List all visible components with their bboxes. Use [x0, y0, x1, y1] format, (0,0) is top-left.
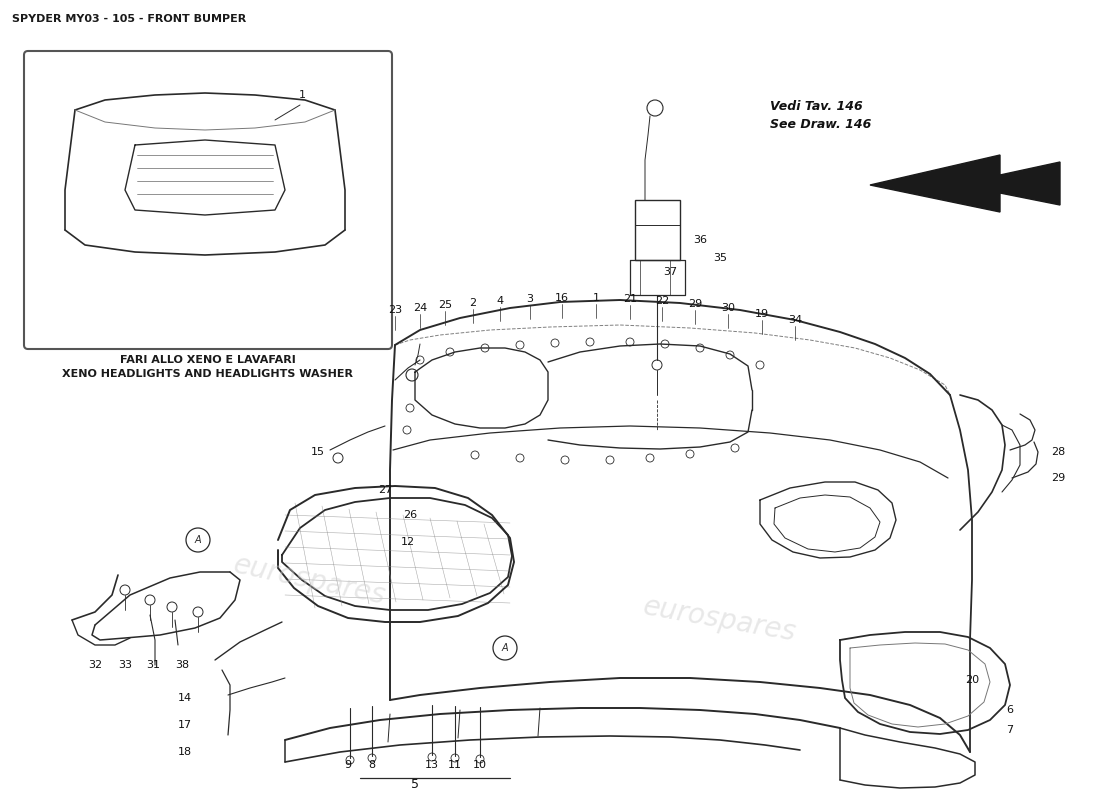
Text: 11: 11	[448, 760, 462, 770]
Text: 1: 1	[593, 293, 600, 303]
Text: 10: 10	[473, 760, 487, 770]
Text: eurospares: eurospares	[231, 550, 388, 610]
Text: 12: 12	[400, 537, 415, 547]
Text: 4: 4	[496, 296, 504, 306]
Text: 29: 29	[688, 299, 702, 309]
Text: SPYDER MY03 - 105 - FRONT BUMPER: SPYDER MY03 - 105 - FRONT BUMPER	[12, 14, 246, 24]
Text: A: A	[195, 535, 201, 545]
Text: 14: 14	[178, 693, 192, 703]
Text: 32: 32	[88, 660, 102, 670]
Text: 34: 34	[788, 315, 802, 325]
Text: 16: 16	[556, 293, 569, 303]
Text: 37: 37	[663, 267, 678, 277]
Text: 19: 19	[755, 309, 769, 319]
Text: 20: 20	[965, 675, 979, 685]
Text: 1: 1	[298, 90, 306, 100]
Text: A: A	[502, 643, 508, 653]
Text: 26: 26	[403, 510, 417, 520]
Text: 6: 6	[1006, 705, 1013, 715]
Text: 27: 27	[378, 485, 392, 495]
Text: 35: 35	[713, 253, 727, 263]
Text: 13: 13	[425, 760, 439, 770]
Text: See Draw. 146: See Draw. 146	[770, 118, 871, 131]
Text: eurospares: eurospares	[641, 593, 799, 647]
Bar	[635, 200, 680, 260]
Text: 29: 29	[1050, 473, 1065, 483]
Text: 36: 36	[693, 235, 707, 245]
Text: 24: 24	[412, 303, 427, 313]
Polygon shape	[870, 155, 1060, 212]
Text: 2: 2	[470, 298, 476, 308]
Text: 3: 3	[527, 294, 534, 304]
Text: 8: 8	[368, 760, 375, 770]
Text: 18: 18	[178, 747, 192, 757]
Text: 25: 25	[438, 300, 452, 310]
Text: 28: 28	[1050, 447, 1065, 457]
FancyBboxPatch shape	[24, 51, 392, 349]
Text: Vedi Tav. 146: Vedi Tav. 146	[770, 100, 862, 113]
Text: 33: 33	[118, 660, 132, 670]
Text: 38: 38	[175, 660, 189, 670]
Text: FARI ALLO XENO E LAVAFARI: FARI ALLO XENO E LAVAFARI	[120, 355, 296, 365]
Text: 31: 31	[146, 660, 160, 670]
Text: 30: 30	[720, 303, 735, 313]
Text: 23: 23	[388, 305, 403, 315]
Text: 22: 22	[654, 296, 669, 306]
Text: 15: 15	[311, 447, 324, 457]
Text: XENO HEADLIGHTS AND HEADLIGHTS WASHER: XENO HEADLIGHTS AND HEADLIGHTS WASHER	[63, 369, 353, 379]
Text: 7: 7	[1006, 725, 1013, 735]
Text: 21: 21	[623, 294, 637, 304]
Text: 5: 5	[411, 778, 419, 791]
Text: 9: 9	[344, 760, 352, 770]
Text: 17: 17	[178, 720, 192, 730]
